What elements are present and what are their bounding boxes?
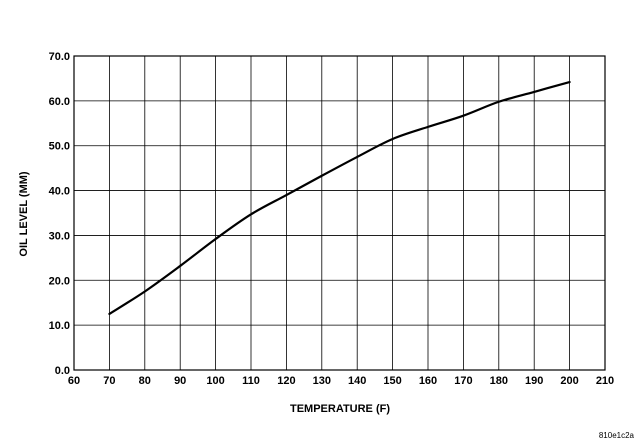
y-tick-label: 30.0 (49, 230, 70, 242)
y-tick-label: 40.0 (49, 186, 70, 198)
data-points (108, 81, 570, 315)
data-point (427, 126, 429, 128)
x-tick-label: 160 (419, 375, 437, 387)
x-tick-label: 180 (490, 375, 508, 387)
y-tick-label: 50.0 (49, 141, 70, 153)
data-point (462, 115, 464, 117)
y-axis-label: OIL LEVEL (MM) (18, 171, 30, 256)
x-tick-label: 140 (348, 375, 366, 387)
y-axis-ticks: 0.0 10.0 20.0 30.0 40.0 50.0 60.0 70.0 (49, 51, 70, 377)
x-tick-label: 90 (174, 375, 186, 387)
x-tick-label: 110 (242, 375, 260, 387)
x-tick-label: 120 (277, 375, 295, 387)
x-tick-label: 60 (68, 375, 80, 387)
y-tick-label: 20.0 (49, 275, 70, 287)
x-tick-label: 170 (454, 375, 472, 387)
y-tick-label: 70.0 (49, 51, 70, 63)
y-tick-label: 0.0 (55, 365, 70, 377)
x-axis-label: TEMPERATURE (F) (290, 403, 390, 415)
x-axis-ticks: 60 70 80 90 100 110 120 130 140 150 160 170 180 190 20… (68, 375, 614, 387)
data-point (321, 175, 323, 177)
x-tick-label: 150 (383, 375, 401, 387)
series-line-oil-level (108, 80, 571, 316)
data-point (144, 291, 146, 293)
data-point (250, 213, 252, 215)
y-tick-label: 60.0 (49, 96, 70, 108)
data-point (215, 238, 217, 240)
vertical-gridlines (73, 56, 606, 370)
data-point (392, 138, 394, 140)
data-point (356, 156, 358, 158)
data-point (179, 265, 181, 267)
data-point (498, 101, 500, 103)
data-point (108, 313, 110, 315)
x-tick-label: 80 (139, 375, 151, 387)
figure-code-annotation: 810e1c2a (599, 431, 635, 440)
x-tick-label: 130 (313, 375, 331, 387)
x-tick-label: 100 (206, 375, 224, 387)
data-point (569, 81, 571, 83)
x-tick-label: 190 (525, 375, 543, 387)
y-tick-label: 10.0 (49, 320, 70, 332)
data-point (285, 194, 287, 196)
x-tick-label: 70 (103, 375, 115, 387)
data-point (533, 91, 535, 93)
plot-area-frame (73, 55, 606, 371)
x-tick-label: 210 (596, 375, 614, 387)
horizontal-gridlines (74, 55, 605, 371)
x-tick-label: 200 (560, 375, 578, 387)
